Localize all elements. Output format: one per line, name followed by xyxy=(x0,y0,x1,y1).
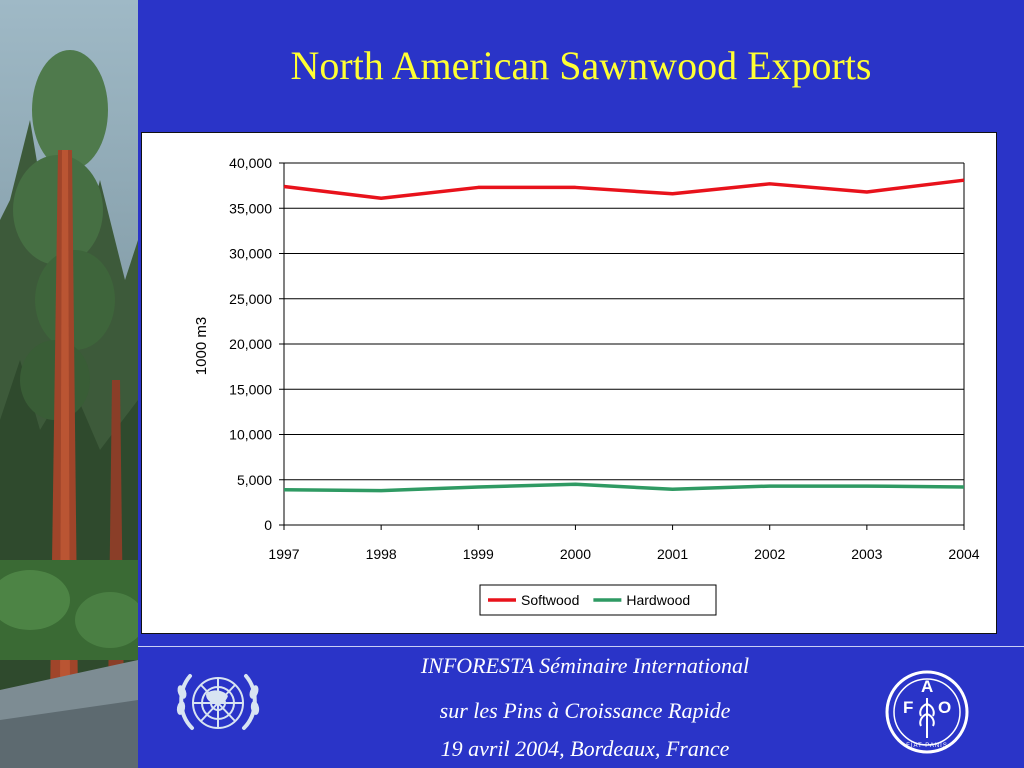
chart-gridlines xyxy=(284,162,964,481)
x-tick-labels: 1997 1998 1999 2000 2001 2002 2003 2004 xyxy=(268,546,979,562)
y-tick-label: 30,000 xyxy=(229,246,272,262)
y-tick-label: 0 xyxy=(264,517,272,533)
chart-series xyxy=(283,178,965,493)
y-tick-label: 25,000 xyxy=(229,291,272,307)
legend-label-softwood: Softwood xyxy=(521,592,579,608)
x-tick-label: 2003 xyxy=(851,546,882,562)
chart-legend: Softwood Hardwood xyxy=(479,584,717,616)
x-tick-label: 1998 xyxy=(366,546,397,562)
y-tick-label: 10,000 xyxy=(229,427,272,443)
fao-letter-a: A xyxy=(921,677,933,696)
forest-photo xyxy=(0,0,138,768)
fao-letter-o: O xyxy=(938,698,951,717)
x-tick-label: 2002 xyxy=(754,546,785,562)
footer-line-1: INFORESTA Séminaire International xyxy=(420,653,750,678)
x-tick-label: 1999 xyxy=(463,546,494,562)
x-tick-label: 2004 xyxy=(948,546,979,562)
x-tick-label: 2001 xyxy=(657,546,688,562)
chart-panel: 0 5,000 10,000 15,000 20,000 25,000 30,000 35,0… xyxy=(141,132,997,634)
line-chart: 0 5,000 10,000 15,000 20,000 25,000 30,000 35,0… xyxy=(193,155,980,616)
footer-line-2: sur les Pins à Croissance Rapide xyxy=(439,698,731,723)
y-tick-label: 40,000 xyxy=(229,155,272,171)
footer-line-3: 19 avril 2004, Bordeaux, France xyxy=(440,736,730,761)
slide-title: North American Sawnwood Exports xyxy=(290,43,872,88)
fao-emblem-logo: F A O FIAT PANIS xyxy=(883,668,971,756)
series-line-hardwood xyxy=(283,482,965,493)
y-tick-label: 5,000 xyxy=(237,472,272,488)
y-tick-label: 20,000 xyxy=(229,336,272,352)
fao-motto-text: FIAT PANIS xyxy=(906,743,948,749)
x-tick-label: 2000 xyxy=(560,546,591,562)
y-tick-label: 15,000 xyxy=(229,381,272,397)
y-tick-labels: 0 5,000 10,000 15,000 20,000 25,000 30,000 35,0… xyxy=(229,155,272,533)
chart-axes xyxy=(279,162,965,530)
series-line-softwood xyxy=(283,178,965,201)
y-tick-label: 35,000 xyxy=(229,200,272,216)
y-axis-label: 1000 m3 xyxy=(193,317,210,375)
footer-divider xyxy=(138,646,1024,647)
x-tick-label: 1997 xyxy=(268,546,299,562)
legend-label-hardwood: Hardwood xyxy=(626,592,690,608)
fao-letter-f: F xyxy=(903,698,913,717)
un-emblem-logo xyxy=(170,662,266,744)
